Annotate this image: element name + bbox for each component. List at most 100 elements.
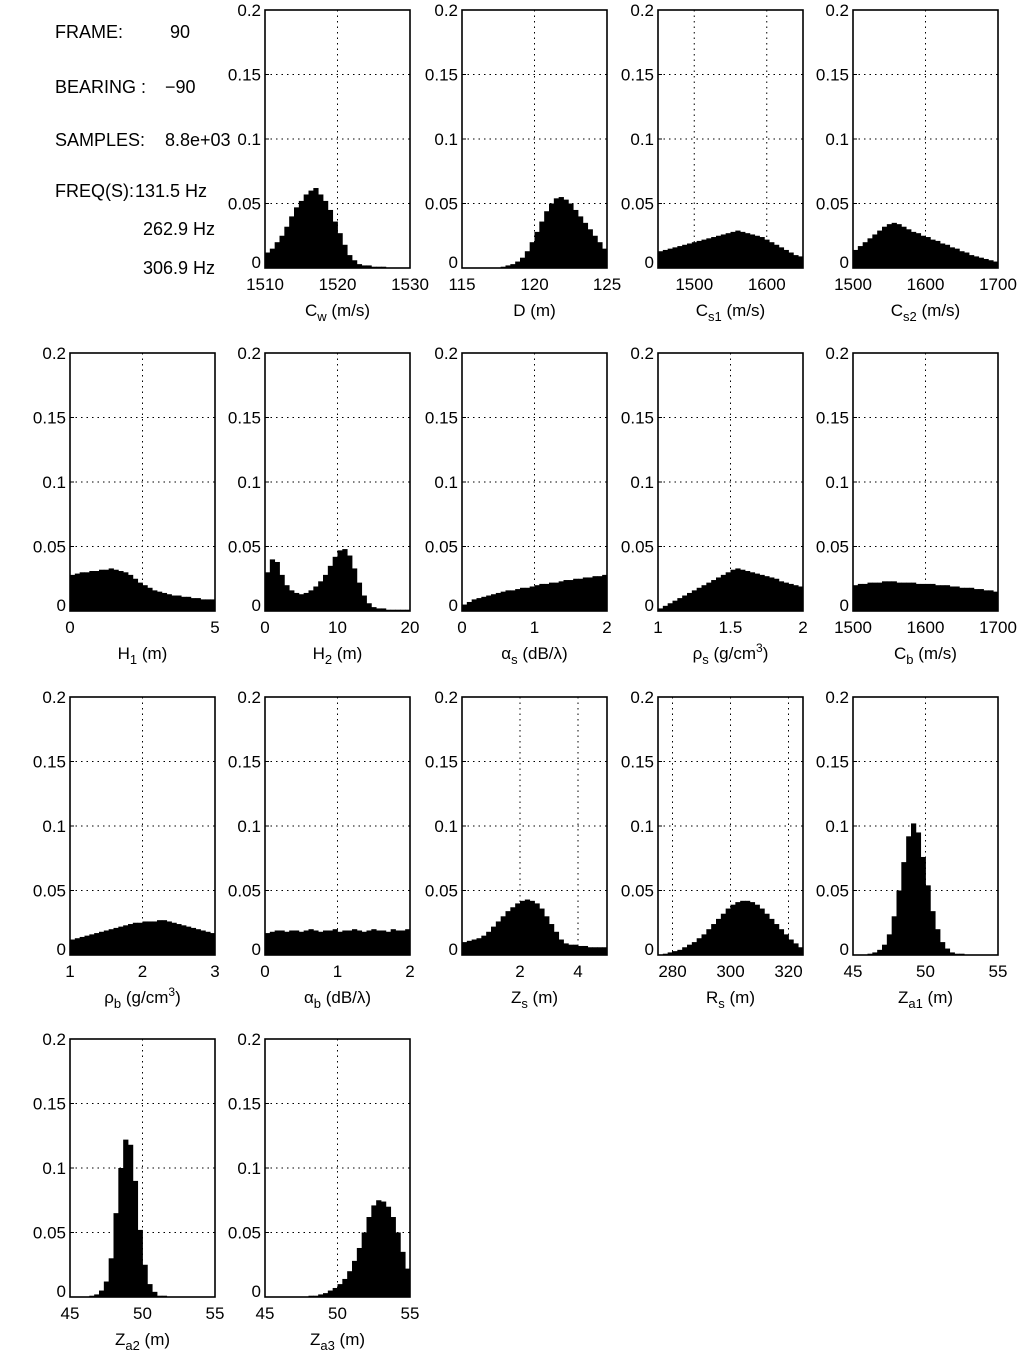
x-axis-label: Za2 (m) (115, 1330, 170, 1353)
x-tick-label: 1520 (319, 275, 357, 294)
histogram-panel: 0 0.05 0.1 0.15 0.2 45 50 55 Za2 (m) (33, 1030, 225, 1353)
histogram-bar (274, 561, 280, 611)
histogram-bar (553, 931, 560, 955)
histogram-bar (920, 856, 926, 955)
histogram-bar (337, 1284, 343, 1297)
histogram-bar (476, 598, 482, 611)
histogram-bar (289, 930, 295, 955)
y-tick-label: 0 (57, 1282, 66, 1301)
histogram-bar (667, 603, 673, 611)
histogram-bar (356, 264, 363, 268)
histogram-bar (361, 1232, 367, 1297)
histogram-bar (395, 1232, 401, 1297)
histogram-bar (84, 935, 90, 955)
histogram-bar (289, 590, 295, 611)
histogram-bar (500, 591, 506, 611)
histogram-bar (798, 256, 804, 268)
x-axis-label: Cw (m/s) (305, 301, 370, 324)
histogram-bar (716, 235, 722, 268)
histogram-panel: 0 0.05 0.1 0.15 0.2 1500 1600 1700 Cs2 (m/s) (816, 1, 1017, 324)
histogram-bar (667, 248, 673, 268)
histogram-bar (935, 240, 941, 268)
histogram-bar (662, 249, 669, 268)
histogram-bar (720, 574, 727, 611)
histogram-bar (118, 1168, 124, 1297)
histogram-bar (759, 237, 765, 268)
x-tick-label: 55 (401, 1304, 420, 1323)
histogram-bar (949, 952, 955, 955)
histogram-bar (720, 913, 727, 955)
histogram-bar (103, 1281, 110, 1297)
x-tick-label: 1 (530, 618, 539, 637)
histogram-bar (342, 549, 348, 611)
x-tick-label: 10 (328, 618, 347, 637)
histogram-bar (882, 226, 888, 268)
histogram-bar (128, 924, 134, 955)
histogram-bar (356, 1247, 363, 1297)
x-tick-label: 3 (210, 962, 219, 981)
histogram-bar (390, 1217, 396, 1297)
histogram-bar (385, 1206, 392, 1297)
samples-label: SAMPLES: (55, 130, 146, 150)
histogram-bar (592, 576, 598, 611)
frame-label: FRAME: (55, 22, 124, 42)
histogram-bar (303, 592, 309, 611)
histogram-panel: 0 0.05 0.1 0.15 0.2 1 2 3 ρb (g/cm3) (33, 688, 220, 1011)
x-tick-label: 1 (65, 962, 74, 981)
y-tick-label: 0.1 (237, 473, 261, 492)
x-tick-label: 1500 (675, 275, 713, 294)
histogram-bar (964, 252, 970, 268)
histogram-bar (89, 571, 95, 611)
histogram-bar (347, 555, 353, 611)
histogram-bar (157, 591, 163, 611)
y-tick-label: 0.05 (621, 882, 654, 901)
histogram-bar (327, 1290, 334, 1297)
freq-value-2: 262.9 Hz (143, 219, 216, 239)
histogram-bar (539, 583, 545, 611)
histogram-bar (978, 589, 984, 611)
histogram-bar (539, 221, 545, 268)
y-tick-label: 0 (645, 940, 654, 959)
histogram-bar (662, 605, 669, 611)
histogram-bar (949, 247, 955, 268)
x-tick-label: 1 (333, 962, 342, 981)
histogram-bar (759, 574, 765, 611)
histogram-bar (988, 260, 994, 268)
x-tick-label: 1700 (979, 275, 1017, 294)
histogram-bar (94, 571, 100, 611)
histogram-bar (901, 582, 907, 611)
histogram-bar (935, 585, 941, 611)
histogram-bar (544, 583, 550, 611)
histogram-bar (347, 1271, 353, 1297)
histogram-bar (730, 231, 736, 268)
y-tick-label: 0.1 (630, 130, 654, 149)
histogram-panel: 0 0.05 0.1 0.15 0.2 1510 1520 1530 Cw (m/s) (228, 1, 429, 324)
histogram-bar (778, 929, 785, 955)
y-tick-label: 0.1 (434, 130, 458, 149)
y-tick-label: 0 (449, 253, 458, 272)
histogram-bar (886, 934, 893, 955)
y-tick-label: 0.1 (42, 473, 66, 492)
histogram-bar (366, 1217, 372, 1297)
x-tick-label: 115 (448, 275, 475, 294)
histogram-bar (337, 550, 343, 611)
histogram-bar (872, 952, 878, 955)
y-tick-label: 0.05 (33, 1224, 66, 1243)
x-axis-label: ρs (g/cm3) (693, 641, 769, 667)
histogram-bar (682, 595, 688, 611)
histogram-bar (920, 583, 926, 611)
histogram-bar (872, 582, 878, 611)
y-tick-label: 0.2 (825, 688, 849, 707)
histogram-bar (303, 930, 309, 955)
histogram-bar (954, 586, 960, 611)
histogram-bar (70, 574, 76, 611)
histogram-bar (79, 572, 85, 611)
y-tick-label: 0 (252, 940, 261, 959)
histogram-bar (891, 916, 897, 955)
histogram-bar (969, 587, 975, 611)
histogram-bar (381, 1201, 387, 1297)
x-tick-label: 1600 (748, 275, 786, 294)
histogram-bar (925, 237, 931, 268)
y-tick-label: 0 (252, 1282, 261, 1301)
histogram-bar (534, 585, 540, 611)
